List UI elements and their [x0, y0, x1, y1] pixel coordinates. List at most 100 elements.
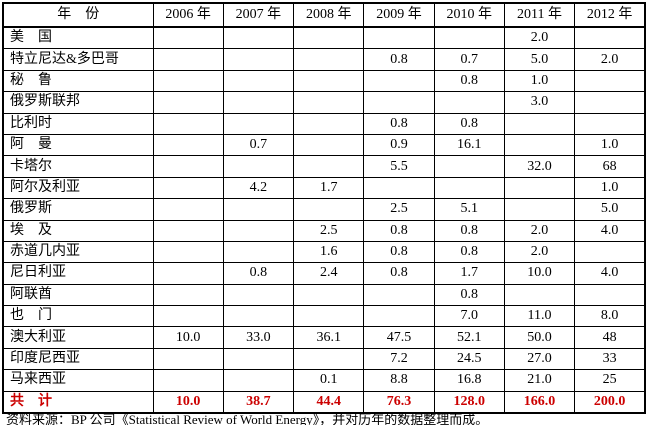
table-row: 阿尔及利亚 4.2 1.7 1.0	[2, 176, 646, 200]
table-row: 俄罗斯联邦 3.0	[2, 91, 646, 114]
table-cell: 0.1	[293, 369, 365, 392]
table-cell: 0.8	[363, 48, 435, 71]
table-cell	[152, 262, 224, 285]
table-cell: 2.0	[574, 48, 646, 71]
table-cell: 2.0	[503, 240, 576, 264]
table-cell: 8.0	[574, 305, 646, 328]
table-cell	[574, 112, 646, 135]
table-cell: 5.1	[433, 198, 505, 221]
table-cell	[152, 283, 224, 307]
year-column-header: 2007 年	[222, 2, 295, 28]
table-row: 卡塔尔 5.5 32.0 68	[2, 155, 646, 178]
table-row: 美 国 2.0	[2, 26, 646, 50]
table-cell	[222, 347, 295, 371]
row-label: 也 门	[2, 305, 154, 328]
table-row: 澳大利亚 10.0 33.0 36.1 47.5 52.1 50.0 48	[2, 326, 646, 349]
table-cell	[293, 198, 365, 221]
table-cell: 33.0	[222, 326, 295, 349]
table-cell	[152, 369, 224, 392]
row-label: 印度尼西亚	[2, 347, 154, 371]
table-cell: 32.0	[503, 155, 576, 178]
row-label: 秘 鲁	[2, 69, 154, 93]
table-cell	[152, 112, 224, 135]
table-cell: 0.8	[433, 283, 505, 307]
table-cell	[574, 283, 646, 307]
table-cell: 8.8	[363, 369, 435, 392]
table-cell	[222, 26, 295, 50]
table-cell: 0.8	[363, 112, 435, 135]
table-cell: 16.8	[433, 369, 505, 392]
table-row: 印度尼西亚 7.2 24.5 27.0 33	[2, 347, 646, 371]
table-cell: 76.3	[363, 390, 435, 414]
table-row: 俄罗斯 2.5 5.1 5.0	[2, 198, 646, 221]
table-cell: 166.0	[503, 390, 576, 414]
row-label: 比利时	[2, 112, 154, 135]
table-cell	[222, 69, 295, 93]
table-cell: 2.5	[363, 198, 435, 221]
table-cell: 1.7	[293, 176, 365, 200]
table-cell: 3.0	[503, 91, 576, 114]
table-cell: 48	[574, 326, 646, 349]
table-cell	[433, 91, 505, 114]
table-cell: 1.0	[574, 133, 646, 157]
row-label: 澳大利亚	[2, 326, 154, 349]
table-cell: 0.9	[363, 133, 435, 157]
table-cell: 2.0	[503, 219, 576, 242]
table-cell	[433, 176, 505, 200]
row-label: 马来西亚	[2, 369, 154, 392]
table-cell: 1.7	[433, 262, 505, 285]
table-cell	[222, 112, 295, 135]
table-cell: 68	[574, 155, 646, 178]
table-cell	[363, 69, 435, 93]
table-cell	[503, 112, 576, 135]
row-label: 尼日利亚	[2, 262, 154, 285]
table-cell	[222, 219, 295, 242]
year-column-header: 2008 年	[293, 2, 365, 28]
table-cell	[363, 91, 435, 114]
table-body: 美 国 2.0 特立尼达&多巴哥 0.8 0.7 5.0 2.0 秘 鲁 0.8 1.0 俄罗斯联邦…	[2, 26, 646, 414]
table-cell: 16.1	[433, 133, 505, 157]
table-cell	[293, 26, 365, 50]
table-cell: 0.8	[433, 219, 505, 242]
table-cell: 52.1	[433, 326, 505, 349]
row-label: 卡塔尔	[2, 155, 154, 178]
table-row: 特立尼达&多巴哥 0.8 0.7 5.0 2.0	[2, 48, 646, 71]
table-cell	[152, 91, 224, 114]
table-cell: 10.0	[152, 326, 224, 349]
table-cell	[293, 112, 365, 135]
year-column-corner-header: 年 份	[2, 2, 154, 28]
table-cell	[574, 91, 646, 114]
table-cell: 5.5	[363, 155, 435, 178]
table-cell: 33	[574, 347, 646, 371]
row-label: 美 国	[2, 26, 154, 50]
table-cell: 4.0	[574, 262, 646, 285]
total-row: 共 计 10.0 38.7 44.4 76.3 128.0 166.0 200.0	[2, 390, 646, 414]
table-cell: 1.0	[503, 69, 576, 93]
table-cell	[574, 26, 646, 50]
table-cell	[293, 69, 365, 93]
table-cell	[152, 347, 224, 371]
row-label: 俄罗斯	[2, 198, 154, 221]
table-cell: 38.7	[222, 390, 295, 414]
table-cell: 36.1	[293, 326, 365, 349]
table-cell	[293, 347, 365, 371]
year-column-header: 2011 年	[503, 2, 576, 28]
table-cell	[222, 305, 295, 328]
table-cell	[503, 283, 576, 307]
table-row: 也 门 7.0 11.0 8.0	[2, 305, 646, 328]
table-cell: 4.2	[222, 176, 295, 200]
table-cell	[574, 240, 646, 264]
table-cell	[152, 133, 224, 157]
table-cell	[222, 91, 295, 114]
table-row: 秘 鲁 0.8 1.0	[2, 69, 646, 93]
table-cell: 0.8	[433, 240, 505, 264]
table-row: 阿 曼 0.7 0.9 16.1 1.0	[2, 133, 646, 157]
table-row: 尼日利亚 0.8 2.4 0.8 1.7 10.0 4.0	[2, 262, 646, 285]
table-cell: 0.7	[222, 133, 295, 157]
table-cell: 2.0	[503, 26, 576, 50]
table-cell	[152, 305, 224, 328]
table-cell	[152, 219, 224, 242]
